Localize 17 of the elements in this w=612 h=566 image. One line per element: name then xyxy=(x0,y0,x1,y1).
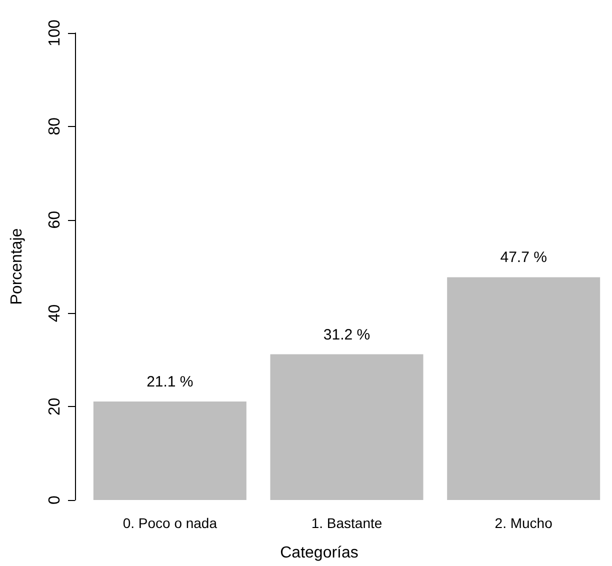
x-axis-title: Categorías xyxy=(280,544,358,562)
data-label: 21.1 % xyxy=(146,373,194,390)
data-label: 47.7 % xyxy=(500,249,547,266)
y-tick-label: 20 xyxy=(46,398,64,416)
x-tick-label: 1. Bastante xyxy=(311,515,382,531)
data-label: 31.2 % xyxy=(323,326,370,344)
x-tick-label: 2. Mucho xyxy=(494,515,553,531)
y-tick-label: 80 xyxy=(46,117,64,136)
y-tick-label: 0 xyxy=(46,495,64,504)
bar xyxy=(93,401,246,500)
bar xyxy=(447,277,600,500)
x-tick-label: 0. Poco o nada xyxy=(122,515,218,531)
y-tick-label: 100 xyxy=(46,20,64,46)
y-axis-title: Porcentaje xyxy=(8,228,26,305)
bar xyxy=(270,354,424,500)
y-tick-label: 60 xyxy=(46,210,64,229)
y-tick-label: 40 xyxy=(46,304,64,322)
